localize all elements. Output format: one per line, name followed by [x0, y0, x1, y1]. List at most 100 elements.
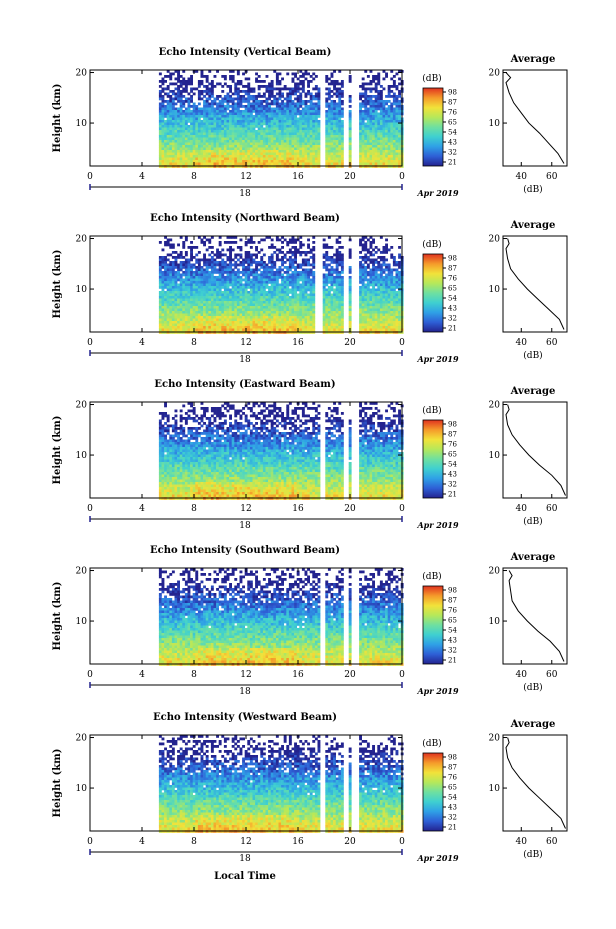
- heatmap-cell: [182, 147, 186, 151]
- heatmap-cell: [177, 273, 180, 277]
- heatmap-cell: [239, 152, 243, 156]
- heatmap-cell: [307, 105, 310, 108]
- heatmap-cell: [174, 70, 178, 73]
- heatmap-cell: [260, 102, 264, 106]
- heatmap-cell: [366, 135, 370, 138]
- heatmap-cell: [330, 75, 334, 78]
- heatmap-cell: [372, 120, 375, 123]
- heatmap-cell: [231, 130, 235, 133]
- heatmap-cell: [390, 77, 394, 81]
- heatmap-cell: [309, 135, 313, 138]
- heatmap-cell: [359, 286, 362, 289]
- heatmap-cell: [312, 273, 316, 277]
- heatmap-cell: [382, 246, 386, 249]
- heatmap-cell: [182, 286, 186, 289]
- heatmap-cell: [385, 263, 388, 267]
- heatmap-cell: [301, 291, 305, 294]
- heatmap-cell: [307, 303, 310, 307]
- heatmap-cell: [390, 105, 394, 108]
- heatmap-cell: [161, 291, 165, 294]
- heatmap-cell: [286, 95, 290, 98]
- heatmap-cell: [195, 271, 199, 274]
- heatmap-cell: [340, 100, 344, 103]
- heatmap-cell: [286, 140, 290, 143]
- heatmap-cell: [327, 112, 331, 116]
- heatmap-cell: [364, 142, 368, 146]
- heatmap-cell: [166, 117, 170, 121]
- heatmap-cell: [309, 251, 313, 254]
- heatmap-cell: [197, 311, 201, 314]
- heatmap-cell: [192, 105, 196, 108]
- heatmap-cell: [166, 127, 170, 131]
- heatmap-cell: [239, 132, 243, 136]
- heatmap-cell: [218, 296, 222, 299]
- heatmap-cell: [390, 308, 394, 312]
- heatmap-cell: [281, 155, 284, 158]
- heatmap-cell: [169, 286, 173, 289]
- heatmap-cell: [200, 155, 204, 158]
- heatmap-cell: [158, 135, 162, 138]
- heatmap-cell: [247, 152, 251, 156]
- heatmap-cell: [210, 152, 214, 156]
- heatmap-cell: [190, 291, 193, 294]
- heatmap-cell: [182, 122, 186, 126]
- heatmap-cell: [348, 281, 352, 284]
- heatmap-cell: [377, 296, 381, 299]
- heatmap-cell: [200, 152, 204, 156]
- heatmap-cell: [335, 241, 339, 244]
- heatmap-cell: [377, 127, 381, 131]
- heatmap-cell: [330, 246, 334, 249]
- heatmap-cell: [158, 258, 162, 262]
- heatmap-cell: [242, 160, 245, 163]
- heatmap-cell: [182, 160, 186, 163]
- heatmap-cell: [309, 306, 313, 309]
- heatmap-cell: [278, 107, 282, 111]
- heatmap-cell: [307, 117, 310, 121]
- heatmap-cell: [231, 155, 235, 158]
- heatmap-cell: [255, 162, 258, 166]
- heatmap-cell: [392, 145, 396, 148]
- heatmap-cell: [307, 142, 310, 146]
- heatmap-cell: [377, 112, 381, 116]
- heatmap-cell: [296, 301, 300, 304]
- heatmap-cell: [190, 135, 193, 138]
- average-frame: [502, 69, 568, 167]
- heatmap-cell: [216, 107, 219, 111]
- heatmap-cell: [262, 276, 266, 279]
- heatmap-cell: [242, 90, 245, 93]
- heatmap-cell: [387, 308, 391, 312]
- heatmap-cell: [273, 263, 277, 267]
- heatmap-cell: [182, 303, 186, 307]
- heatmap-cell: [377, 155, 381, 158]
- heatmap-cell: [262, 296, 266, 299]
- heatmap-cell: [236, 278, 240, 282]
- heatmap-cell: [379, 147, 383, 151]
- heatmap-cell: [377, 72, 381, 76]
- heatmap-cell: [242, 147, 245, 151]
- heatmap-cell: [179, 251, 183, 254]
- heatmap-cell: [179, 311, 183, 314]
- heatmap-cell: [218, 120, 222, 123]
- heatmap-cell: [268, 132, 271, 136]
- heatmap-cell: [359, 127, 362, 131]
- heatmap-cell: [309, 288, 313, 292]
- heatmap-cell: [190, 303, 193, 307]
- heatmap-cell: [307, 85, 310, 88]
- heatmap-cell: [374, 313, 378, 317]
- heatmap-cell: [275, 147, 279, 151]
- heatmap-cell: [192, 286, 196, 289]
- heatmap-cell: [208, 286, 212, 289]
- heatmap-cell: [398, 162, 401, 166]
- heatmap-cell: [158, 303, 162, 307]
- heatmap-cell: [192, 150, 196, 153]
- heatmap-cell: [216, 296, 219, 299]
- heatmap-cell: [255, 72, 258, 76]
- heatmap-cell: [208, 105, 212, 108]
- heatmap-cell: [223, 296, 227, 299]
- heatmap-cell: [262, 160, 266, 163]
- heatmap-cell: [166, 283, 170, 287]
- heatmap-cell: [255, 291, 258, 294]
- heatmap-cell: [226, 130, 230, 133]
- heatmap-cell: [364, 135, 368, 138]
- heatmap-cell: [247, 105, 251, 108]
